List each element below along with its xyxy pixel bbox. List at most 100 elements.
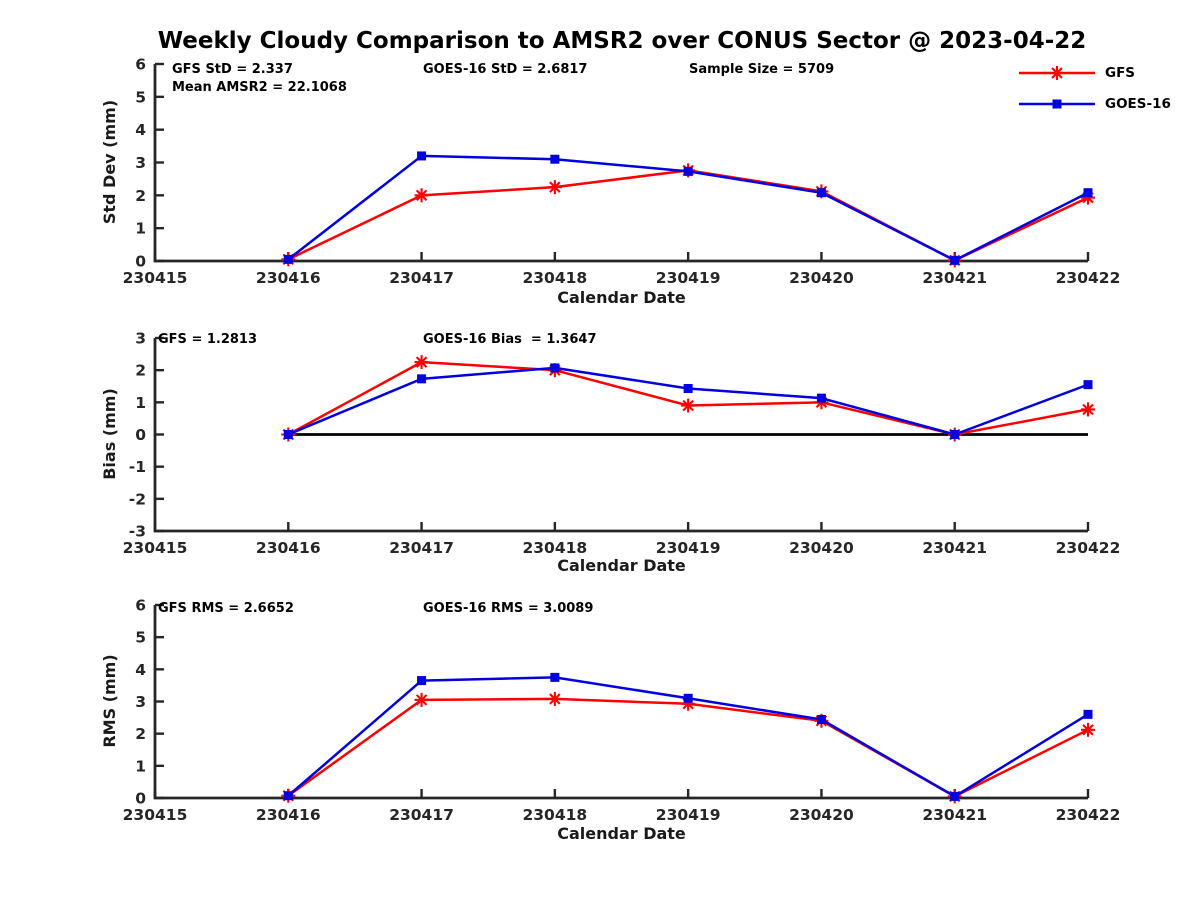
y-tick-label: 5 — [135, 629, 146, 647]
x-tick-label: 230421 — [922, 539, 987, 557]
marker-square-goes-16 — [283, 430, 293, 439]
marker-square-goes-16 — [683, 166, 693, 176]
plot-std-dev: 0 1 2 3 4 5 6 230415 230416 230417 230418 230419 230… — [123, 56, 1121, 288]
annotation-goes16-rms: GOES-16 RMS = 3.0089 — [423, 601, 594, 616]
marker-square-goes-16 — [550, 154, 560, 164]
marker-square-goes-16 — [1083, 709, 1093, 719]
legend-marker-square — [1052, 99, 1062, 109]
annotation-gfs-std: GFS StD = 2.337 — [172, 62, 293, 77]
marker-asterisk-gfs — [547, 691, 562, 706]
marker-square-goes-16 — [550, 672, 560, 682]
marker-square-goes-16 — [417, 151, 427, 161]
marker-asterisk-gfs — [547, 180, 562, 195]
x-tick-label: 230421 — [922, 806, 987, 824]
marker-square-goes-16 — [283, 254, 293, 264]
legend-item-gfs: GFS — [1017, 65, 1171, 81]
marker-square-goes-16 — [283, 791, 293, 801]
x-tick-label: 230418 — [522, 806, 587, 824]
legend: GFS GOES-16 — [1017, 65, 1171, 127]
legend-label-goes16: GOES-16 — [1105, 96, 1171, 112]
y-tick-label: 3 — [135, 693, 146, 711]
x-tick-label: 230418 — [522, 539, 587, 557]
annotation-goes16-bias: GOES-16 Bias = 1.3647 — [423, 332, 597, 347]
y-tick-label: 5 — [135, 88, 146, 106]
gfs-line-asterisk-swatch — [1019, 66, 1095, 80]
y-tick-label: 4 — [135, 121, 146, 139]
marker-square-goes-16 — [1083, 188, 1093, 198]
legend-marker-asterisk — [1050, 66, 1064, 80]
marker-square-goes-16 — [417, 374, 427, 384]
x-axis-label-std-dev: Calendar Date — [557, 288, 686, 307]
x-tick-label: 230417 — [389, 539, 454, 557]
x-axis-label-rms: Calendar Date — [557, 824, 686, 843]
y-tick-label: -2 — [129, 490, 146, 508]
x-tick-label: 230420 — [789, 539, 854, 557]
marker-square-goes-16 — [950, 430, 960, 439]
marker-square-goes-16 — [1083, 380, 1093, 390]
marker-square-goes-16 — [550, 363, 560, 373]
y-tick-label: -3 — [129, 523, 146, 541]
x-tick-label: 230415 — [123, 539, 188, 557]
x-tick-label: 230417 — [389, 806, 454, 824]
x-tick-label: 230416 — [256, 269, 321, 287]
marker-asterisk-gfs — [414, 188, 429, 203]
y-tick-label: 3 — [135, 154, 146, 172]
y-tick-label: 0 — [135, 253, 146, 271]
x-tick-label: 230419 — [656, 269, 721, 287]
marker-asterisk-gfs — [414, 355, 429, 370]
y-tick-label: -1 — [129, 458, 146, 476]
y-tick-label: 1 — [135, 220, 146, 238]
annotation-sample-size: Sample Size = 5709 — [689, 62, 835, 77]
x-tick-label: 230416 — [256, 806, 321, 824]
x-tick-label: 230422 — [1056, 269, 1121, 287]
y-tick-label: 2 — [135, 187, 146, 205]
x-tick-label: 230415 — [123, 806, 188, 824]
series-line-gfs — [287, 360, 1089, 436]
annotation-mean-amsr2: Mean AMSR2 = 22.1068 — [172, 80, 347, 95]
x-tick-label: 230421 — [922, 269, 987, 287]
y-axis-label-std-dev: Std Dev (mm) — [100, 99, 119, 225]
x-tick-label: 230420 — [789, 806, 854, 824]
y-tick-label: 2 — [135, 725, 146, 743]
annotation-gfs-rms: GFS RMS = 2.6652 — [158, 601, 294, 616]
y-tick-label: 1 — [135, 394, 146, 412]
marker-asterisk-gfs — [681, 398, 696, 413]
y-tick-label: 1 — [135, 757, 146, 775]
x-tick-label: 230415 — [123, 269, 188, 287]
x-tick-label: 230422 — [1056, 539, 1121, 557]
plot-bias: -3 -2 -1 0 1 2 3 230415 230416 230417 230418 230419… — [123, 330, 1121, 558]
x-tick-label: 230419 — [656, 806, 721, 824]
chart-title: Weekly Cloudy Comparison to AMSR2 over C… — [157, 28, 1087, 54]
y-tick-label: 3 — [135, 330, 146, 348]
y-tick-label: 6 — [135, 56, 146, 74]
y-tick-label: 0 — [135, 790, 146, 808]
x-tick-label: 230418 — [522, 269, 587, 287]
legend-item-goes16: GOES-16 — [1017, 96, 1171, 112]
x-tick-label: 230419 — [656, 539, 721, 557]
marker-asterisk-gfs — [414, 692, 429, 707]
series-line-gfs — [287, 697, 1089, 798]
marker-square-goes-16 — [816, 715, 826, 725]
marker-asterisk-gfs — [1081, 402, 1095, 417]
y-tick-label: 2 — [135, 362, 146, 380]
y-axis-label-bias: Bias (mm) — [100, 388, 119, 480]
marker-square-goes-16 — [417, 676, 427, 686]
x-tick-label: 230417 — [389, 269, 454, 287]
marker-square-goes-16 — [950, 791, 960, 801]
y-tick-label: 0 — [135, 426, 146, 444]
marker-square-goes-16 — [683, 693, 693, 703]
annotation-gfs-bias: GFS = 1.2813 — [158, 332, 258, 347]
marker-square-goes-16 — [816, 188, 826, 198]
y-axis-label-rms: RMS (mm) — [100, 654, 119, 748]
marker-square-goes-16 — [950, 255, 960, 265]
marker-square-goes-16 — [683, 384, 693, 394]
legend-label-gfs: GFS — [1105, 65, 1136, 81]
plot-rms: 0 1 2 3 4 5 6 230415 230416 230417 230418 230419 230… — [123, 597, 1121, 825]
series-line-gfs — [287, 169, 1089, 262]
y-tick-label: 4 — [135, 661, 146, 679]
marker-asterisk-gfs — [1081, 722, 1095, 737]
marker-square-goes-16 — [816, 393, 826, 403]
x-tick-label: 230420 — [789, 269, 854, 287]
